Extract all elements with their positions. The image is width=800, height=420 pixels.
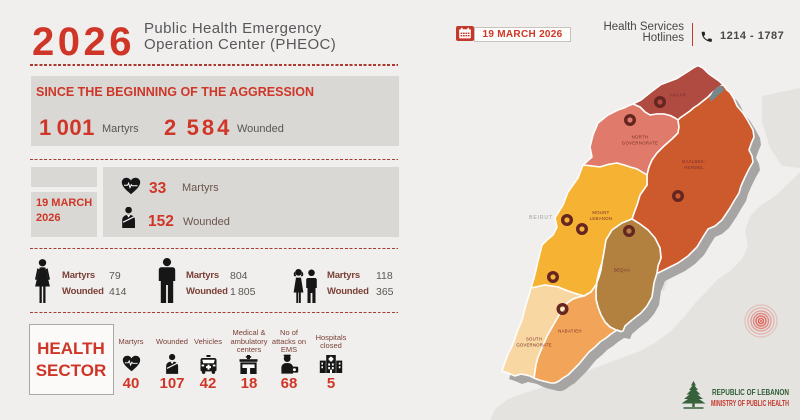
svg-text:BEQAA: BEQAA — [614, 268, 630, 273]
svg-text:LEBANON: LEBANON — [590, 216, 613, 221]
svg-text:SOUTH: SOUTH — [526, 337, 542, 342]
svg-text:NABATIEH: NABATIEH — [558, 329, 582, 334]
svg-text:AKKAR: AKKAR — [670, 93, 687, 98]
svg-text:HERMEL: HERMEL — [684, 165, 704, 170]
svg-text:NORTH: NORTH — [632, 135, 649, 140]
svg-text:REPUBLIC OF LEBANON: REPUBLIC OF LEBANON — [712, 388, 789, 397]
svg-text:MINISTRY OF PUBLIC HEALTH: MINISTRY OF PUBLIC HEALTH — [711, 399, 789, 408]
svg-text:MOUNT: MOUNT — [592, 210, 609, 215]
svg-text:BAALBEK-: BAALBEK- — [682, 159, 706, 164]
svg-text:GOVERNORATE: GOVERNORATE — [622, 141, 658, 146]
svg-text:BEIRUT: BEIRUT — [529, 215, 553, 221]
svg-text:GOVERNORATE: GOVERNORATE — [516, 343, 551, 348]
